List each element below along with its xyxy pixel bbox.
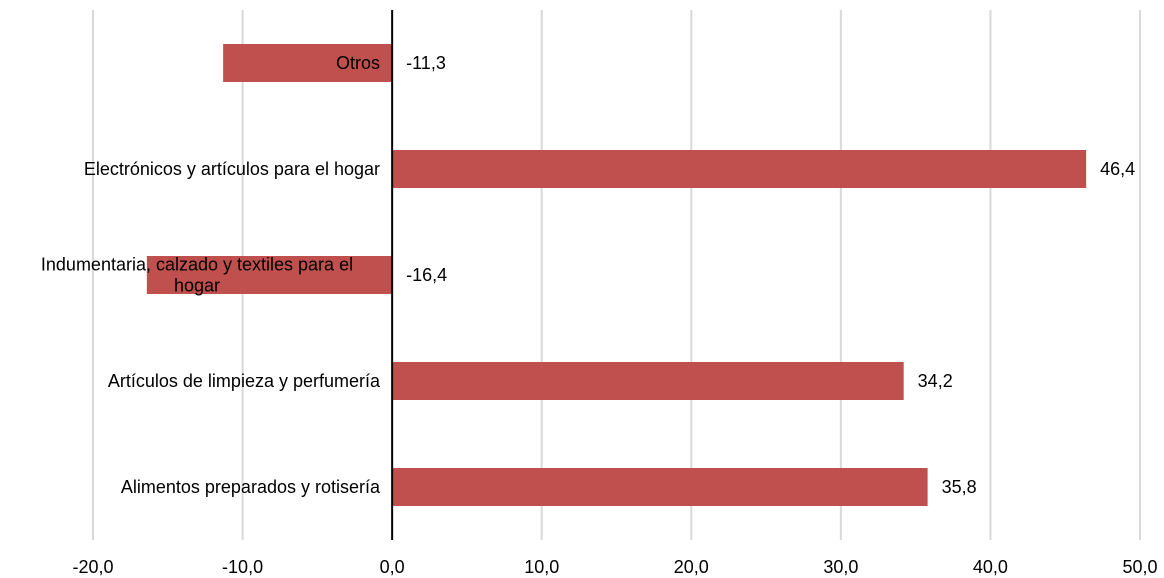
category-label: Otros: [336, 53, 380, 73]
x-tick-label: 40,0: [973, 557, 1008, 577]
category-label: Electrónicos y artículos para el hogar: [84, 159, 380, 179]
gridlines: [92, 10, 1141, 540]
category-label: Artículos de limpieza y perfumería: [108, 371, 381, 391]
x-tick-label: -10,0: [222, 557, 263, 577]
bars: [146, 44, 1087, 506]
bar: [146, 256, 393, 294]
bar: [392, 468, 928, 506]
data-label: 34,2: [918, 371, 953, 391]
x-tick-label: -20,0: [72, 557, 113, 577]
category-label: Alimentos preparados y rotisería: [121, 477, 381, 497]
bar: [392, 150, 1087, 188]
category-label-line: Indumentaria, calzado y textiles para el: [41, 255, 353, 275]
category-labels: Otros Electrónicos y artículos para el ho…: [41, 53, 381, 497]
data-labels: -11,3 46,4 -16,4 34,2 35,8: [406, 53, 1135, 497]
data-label: 35,8: [942, 477, 977, 497]
x-tick-label: 10,0: [524, 557, 559, 577]
data-label: -11,3: [406, 53, 446, 73]
x-tick-label: 50,0: [1122, 557, 1157, 577]
data-label: 46,4: [1100, 159, 1135, 179]
bar: [392, 362, 904, 400]
bar: [223, 44, 393, 82]
x-tick-label: 20,0: [674, 557, 709, 577]
x-tick-labels: -20,0 -10,0 0,0 10,0 20,0 30,0 40,0 50,0: [72, 557, 1157, 577]
data-label: -16,4: [406, 265, 447, 285]
x-tick-label: 0,0: [380, 557, 405, 577]
x-tick-label: 30,0: [823, 557, 858, 577]
category-label-line: hogar: [174, 276, 220, 296]
category-label: Indumentaria, calzado y textiles para el…: [41, 255, 353, 296]
